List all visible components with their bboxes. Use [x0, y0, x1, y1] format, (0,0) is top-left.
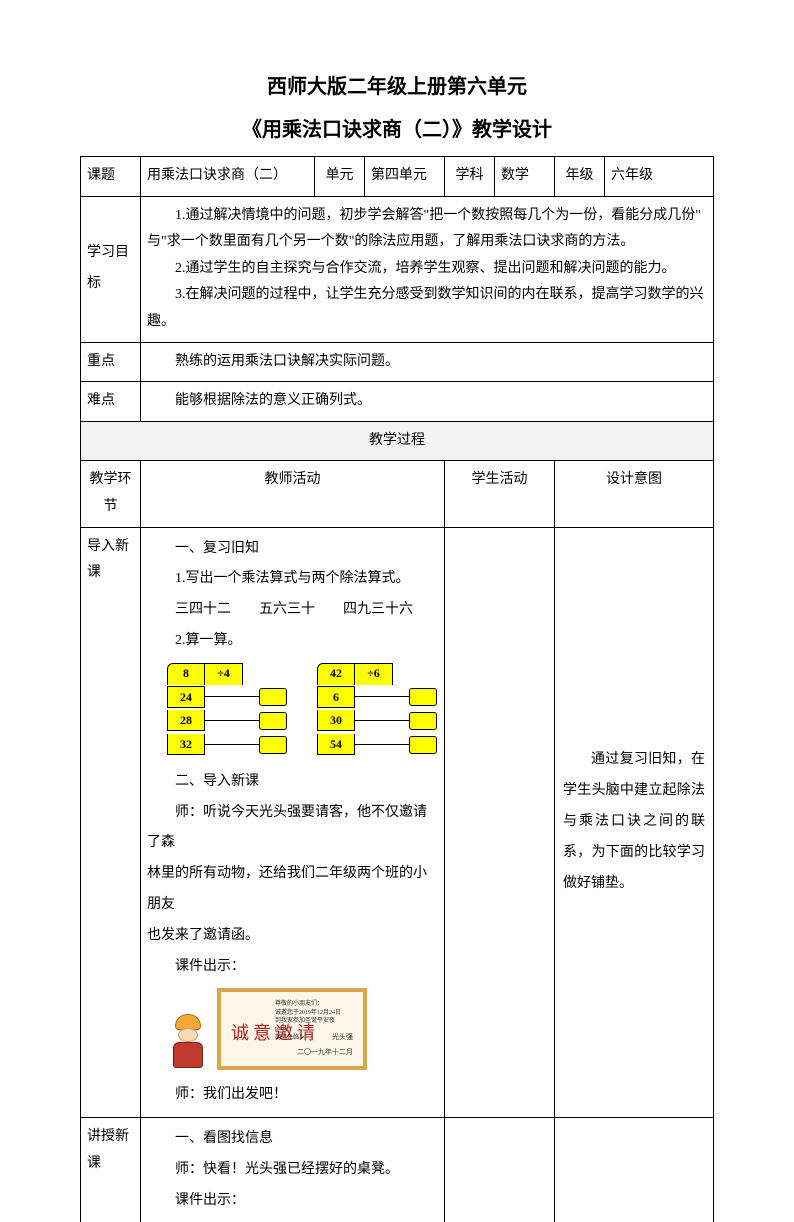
intro-phase: 导入新课 [81, 527, 141, 1118]
m2-in3: 54 [317, 734, 355, 755]
m1-op: ÷4 [205, 663, 243, 685]
m1-in1: 24 [167, 686, 205, 708]
m2-in1: 6 [317, 686, 355, 708]
invite-s2: 二〇一九年十二月 [297, 1045, 353, 1060]
machine-2: 42 ÷6 6 30 54 [317, 663, 437, 757]
m2-in2: 30 [317, 710, 355, 731]
intro-go: 师：我们出发吧！ [147, 1080, 438, 1111]
worker-icon [167, 1014, 209, 1070]
intro-mnemonics: 三四十二 五六三十 四九三十六 [147, 595, 438, 626]
unit-value: 第四单元 [365, 157, 445, 197]
obj-p3b: 趣。 [147, 309, 707, 336]
intro-design: 通过复习旧知，在学生头脑中建立起除法与乘法口诀之间的联系，为下面的比较学习做好铺… [555, 527, 714, 1118]
teach-p1: 师：快看！光头强已经摆好的桌凳。 [147, 1155, 438, 1186]
intro-p1b: 林里的所有动物，还给我们二年级两个班的小朋友 [147, 859, 438, 921]
objectives-content: 1.通过解决情境中的问题，初步学会解答"把一个数按照每几个为一份，看能分成几份"… [141, 196, 714, 342]
m2-out2 [409, 712, 437, 730]
intro-p1a: 师：听说今天光头强要请客，他不仅邀请了森 [147, 798, 438, 860]
invite-s1: 光头强 [297, 1030, 353, 1045]
keypoint-label: 重点 [81, 342, 141, 382]
obj-p1a: 1.通过解决情境中的问题，初步学会解答"把一个数按照每几个为一份，看能分成几份" [147, 203, 707, 230]
title-line-1: 西师大版二年级上册第六单元 [80, 70, 714, 99]
col-design: 设计意图 [555, 461, 714, 527]
lesson-plan-table: 课题 用乘法口诀求商（二） 单元 第四单元 学科 数学 年级 六年级 学习目标 … [80, 156, 714, 1222]
col-student: 学生活动 [445, 461, 555, 527]
invite-l1: 尊敬的小朋友们： [275, 1000, 353, 1008]
unit-label: 单元 [315, 157, 365, 197]
teach-teacher-activity: 一、看图找信息 师：快看！光头强已经摆好的桌凳。 课件出示： [141, 1118, 445, 1222]
keypoint-text: 熟练的运用乘法口诀解决实际问题。 [141, 342, 714, 382]
keti-label: 课题 [81, 157, 141, 197]
title-line-2: 《用乘法口诀求商（二）》教学设计 [80, 113, 714, 142]
m1-in3: 32 [167, 734, 205, 755]
teach-phase: 讲授新课 [81, 1118, 141, 1222]
subject-label: 学科 [445, 157, 495, 197]
teach-design [555, 1118, 714, 1222]
teach-row: 讲授新课 一、看图找信息 师：快看！光头强已经摆好的桌凳。 课件出示： [81, 1118, 714, 1222]
m2-out3 [409, 736, 437, 754]
machine-1: 8 ÷4 24 28 32 [167, 663, 287, 757]
difficulty-text-span: 能够根据除法的意义正确列式。 [147, 388, 707, 415]
difficulty-row: 难点 能够根据除法的意义正确列式。 [81, 382, 714, 422]
intro-design-text: 通过复习旧知，在学生头脑中建立起除法与乘法口诀之间的联系，为下面的比较学习做好铺… [563, 745, 705, 899]
objectives-label: 学习目标 [81, 196, 141, 342]
col-phase: 教学环节 [81, 461, 141, 527]
intro-kj: 课件出示： [147, 952, 438, 983]
grade-value: 六年级 [605, 157, 714, 197]
objectives-label-text: 学习目标 [87, 238, 134, 300]
m1-in0: 8 [167, 663, 205, 685]
teach-student-activity [445, 1118, 555, 1222]
objectives-row: 学习目标 1.通过解决情境中的问题，初步学会解答"把一个数按照每几个为一份，看能… [81, 196, 714, 342]
m1-out1 [259, 688, 287, 706]
keti-value: 用乘法口诀求商（二） [141, 157, 315, 197]
keypoint-row: 重点 熟练的运用乘法口诀解决实际问题。 [81, 342, 714, 382]
teach-kj: 课件出示： [147, 1186, 438, 1217]
invite-l2: 诚邀您于2019年12月24日 [275, 1009, 353, 1017]
difficulty-label: 难点 [81, 382, 141, 422]
m2-in0: 42 [317, 663, 355, 685]
teach-h1: 一、看图找信息 [147, 1124, 438, 1155]
intro-teacher-activity: 一、复习旧知 1.写出一个乘法算式与两个除法算式。 三四十二 五六三十 四九三十… [141, 527, 445, 1118]
m2-op: ÷6 [355, 663, 393, 685]
intro-h1: 一、复习旧知 [147, 534, 438, 565]
process-colheaders: 教学环节 教师活动 学生活动 设计意图 [81, 461, 714, 527]
machines: 8 ÷4 24 28 32 42 ÷6 6 30 54 [167, 663, 438, 757]
process-header: 教学过程 [81, 421, 714, 461]
intro-p1c: 也发来了邀请函。 [147, 921, 438, 952]
invite-sign: 光头强 二〇一九年十二月 [297, 1030, 353, 1061]
process-header-row: 教学过程 [81, 421, 714, 461]
invitation-card: 诚意邀请 尊敬的小朋友们： 诚邀您于2019年12月24日 到我家参加圣诞平安夜… [217, 988, 367, 1070]
intro-t1: 1.写出一个乘法算式与两个除法算式。 [147, 564, 438, 595]
obj-p1b: 与"求一个数里面有几个另一个数"的除法应用题，了解用乘法口诀求商的方法。 [147, 229, 707, 256]
col-teacher: 教师活动 [141, 461, 445, 527]
intro-row: 导入新课 一、复习旧知 1.写出一个乘法算式与两个除法算式。 三四十二 五六三十… [81, 527, 714, 1118]
difficulty-text: 能够根据除法的意义正确列式。 [141, 382, 714, 422]
subject-value: 数学 [495, 157, 555, 197]
intro-t2: 2.算一算。 [147, 626, 438, 657]
m1-out3 [259, 736, 287, 754]
obj-p2: 2.通过学生的自主探究与合作交流，培养学生观察、提出问题和解决问题的能力。 [147, 256, 707, 283]
intro-student-activity [445, 527, 555, 1118]
invitation-graphic: 诚意邀请 尊敬的小朋友们： 诚邀您于2019年12月24日 到我家参加圣诞平安夜… [167, 988, 438, 1070]
intro-h2: 二、导入新课 [147, 767, 438, 798]
info-row: 课题 用乘法口诀求商（二） 单元 第四单元 学科 数学 年级 六年级 [81, 157, 714, 197]
m1-out2 [259, 712, 287, 730]
grade-label: 年级 [555, 157, 605, 197]
m2-out1 [409, 688, 437, 706]
obj-p3a: 3.在解决问题的过程中，让学生充分感受到数学知识间的内在联系，提高学习数学的兴 [147, 282, 707, 309]
keypoint-text-span: 熟练的运用乘法口诀解决实际问题。 [147, 349, 707, 376]
m1-in2: 28 [167, 710, 205, 731]
